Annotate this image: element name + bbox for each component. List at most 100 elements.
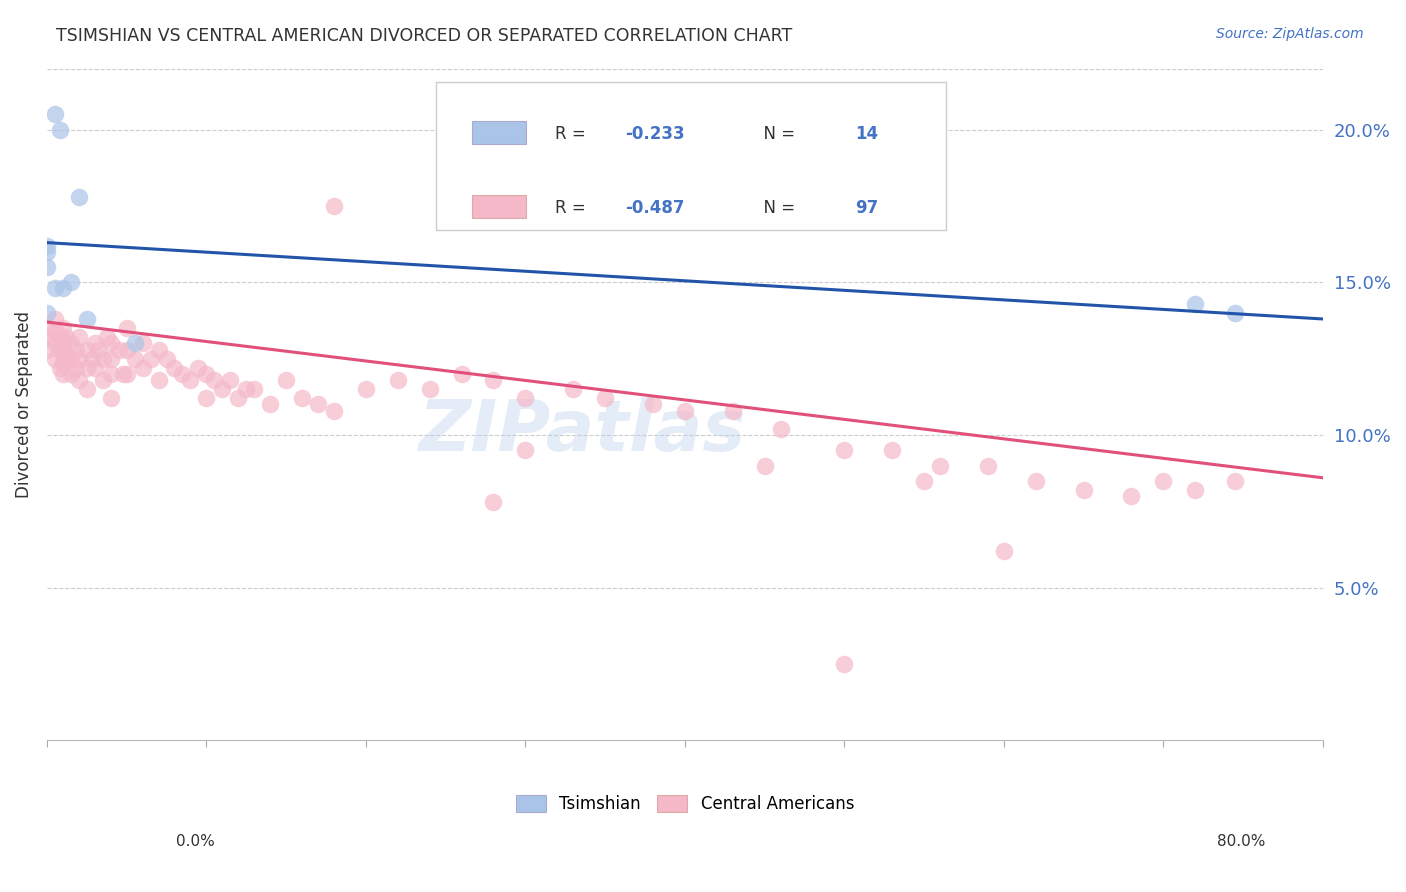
Point — [139, 351, 162, 366]
Point — [515, 443, 537, 458]
Point — [769, 422, 792, 436]
Point — [235, 382, 257, 396]
Point — [276, 373, 298, 387]
Point — [48, 343, 70, 357]
Point — [155, 351, 177, 366]
Point — [754, 458, 776, 473]
Point — [59, 351, 82, 366]
Point — [35, 343, 58, 357]
Point — [387, 373, 409, 387]
Point — [80, 351, 103, 366]
Point — [44, 336, 66, 351]
Point — [354, 382, 377, 396]
Point — [107, 343, 129, 357]
Text: 80.0%: 80.0% — [1218, 834, 1265, 849]
Point — [55, 351, 77, 366]
Text: -0.233: -0.233 — [626, 126, 685, 144]
Point — [44, 312, 66, 326]
Point — [59, 336, 82, 351]
Point — [1184, 483, 1206, 497]
Point — [67, 190, 90, 204]
Text: ZIPatlas: ZIPatlas — [419, 397, 747, 466]
Point — [83, 360, 105, 375]
Point — [1223, 306, 1246, 320]
Point — [87, 343, 110, 357]
Text: 14: 14 — [855, 126, 879, 144]
Point — [76, 312, 98, 326]
Point — [1121, 489, 1143, 503]
Point — [834, 443, 856, 458]
Point — [52, 281, 75, 295]
Point — [243, 382, 266, 396]
Point — [977, 458, 1000, 473]
Point — [115, 343, 138, 357]
Point — [59, 276, 82, 290]
Point — [100, 367, 122, 381]
Point — [641, 397, 664, 411]
Text: TSIMSHIAN VS CENTRAL AMERICAN DIVORCED OR SEPARATED CORRELATION CHART: TSIMSHIAN VS CENTRAL AMERICAN DIVORCED O… — [56, 27, 793, 45]
Point — [115, 367, 138, 381]
FancyBboxPatch shape — [472, 194, 526, 218]
Point — [91, 351, 114, 366]
Point — [131, 336, 153, 351]
Point — [307, 397, 329, 411]
Point — [48, 360, 70, 375]
Text: -0.487: -0.487 — [626, 199, 685, 218]
Point — [1184, 296, 1206, 310]
Point — [44, 281, 66, 295]
Point — [96, 330, 118, 344]
Point — [124, 336, 146, 351]
Text: N =: N = — [754, 199, 800, 218]
Point — [83, 336, 105, 351]
Point — [1025, 474, 1047, 488]
Point — [65, 360, 87, 375]
Y-axis label: Divorced or Separated: Divorced or Separated — [15, 311, 32, 498]
Point — [1223, 474, 1246, 488]
Point — [44, 107, 66, 121]
Point — [323, 403, 346, 417]
Point — [929, 458, 952, 473]
Point — [59, 367, 82, 381]
Point — [100, 336, 122, 351]
Point — [76, 360, 98, 375]
Point — [187, 360, 209, 375]
Point — [115, 321, 138, 335]
Point — [52, 345, 75, 359]
FancyBboxPatch shape — [436, 82, 946, 230]
Text: Source: ZipAtlas.com: Source: ZipAtlas.com — [1216, 27, 1364, 41]
Point — [226, 392, 249, 406]
Point — [419, 382, 441, 396]
Point — [52, 355, 75, 369]
Text: 97: 97 — [855, 199, 879, 218]
Point — [721, 403, 744, 417]
Point — [44, 351, 66, 366]
Point — [67, 330, 90, 344]
Point — [35, 244, 58, 259]
Point — [124, 351, 146, 366]
Point — [67, 351, 90, 366]
Point — [35, 321, 58, 335]
Point — [673, 403, 696, 417]
Point — [593, 392, 616, 406]
Point — [562, 382, 585, 396]
Point — [35, 260, 58, 274]
Point — [76, 382, 98, 396]
Point — [67, 373, 90, 387]
Point — [993, 544, 1015, 558]
Point — [35, 306, 58, 320]
Point — [131, 360, 153, 375]
Point — [48, 330, 70, 344]
Text: N =: N = — [754, 126, 800, 144]
Text: 0.0%: 0.0% — [176, 834, 215, 849]
Point — [482, 373, 505, 387]
Point — [219, 373, 242, 387]
Point — [834, 657, 856, 672]
FancyBboxPatch shape — [472, 120, 526, 144]
Point — [112, 367, 135, 381]
Point — [179, 373, 201, 387]
Point — [52, 367, 75, 381]
Point — [52, 336, 75, 351]
Point — [52, 321, 75, 335]
Point — [515, 392, 537, 406]
Point — [195, 367, 218, 381]
